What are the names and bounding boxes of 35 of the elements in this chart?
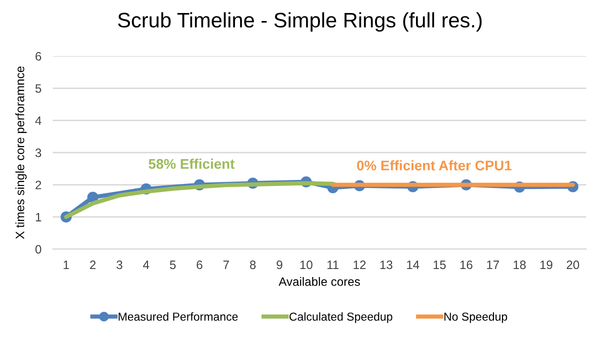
y-tick-label: 3 <box>35 148 42 158</box>
y-tick-label: 0 <box>35 245 42 254</box>
y-tick-label: 1 <box>36 213 42 222</box>
y-axis-title: X times single core perforamnce <box>15 66 27 239</box>
x-tick-label: 9 <box>276 260 282 270</box>
x-tick-label: 3 <box>116 260 122 270</box>
x-tick-label: 2 <box>90 260 96 269</box>
annotation: 0% Efficient After CPU1 <box>357 160 512 170</box>
annotation: 58% Efficient <box>148 158 235 169</box>
chart-title: Scrub Timeline - Simple Rings (full res.) <box>118 12 482 32</box>
x-tick-label: 14 <box>407 260 420 269</box>
x-tick-label: 4 <box>143 260 150 269</box>
x-tick-label: 16 <box>460 260 472 270</box>
x-axis-title: Available cores <box>278 277 360 286</box>
y-tick-label: 5 <box>35 84 42 93</box>
x-tick-label: 18 <box>514 260 526 270</box>
x-tick-label: 13 <box>380 260 392 270</box>
x-tick-label: 17 <box>487 260 499 269</box>
y-tick-label: 2 <box>36 180 42 190</box>
x-tick-label: 15 <box>434 260 446 270</box>
legend-label: Measured Performance <box>118 312 238 321</box>
legend-label: Calculated Speedup <box>290 312 392 324</box>
x-tick-label: 12 <box>354 260 366 269</box>
x-tick-label: 20 <box>566 260 580 270</box>
x-tick-label: 5 <box>170 260 176 270</box>
x-tick-label: 6 <box>196 260 202 270</box>
y-tick-label: 4 <box>35 116 42 125</box>
x-tick-label: 10 <box>300 260 312 270</box>
x-tick-label: 19 <box>540 260 552 270</box>
x-tick-label: 11 <box>327 260 339 269</box>
legend-label: No Speedup <box>444 312 508 324</box>
x-tick-label: 8 <box>250 260 256 270</box>
y-tick-label: 6 <box>36 52 42 61</box>
x-tick-label: 1 <box>64 260 69 269</box>
x-tick-label: 7 <box>223 260 229 269</box>
